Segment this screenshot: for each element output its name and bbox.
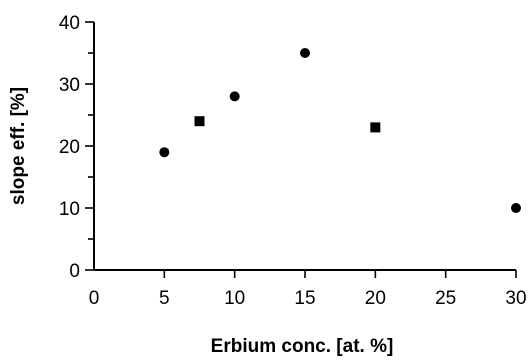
data-point-square	[370, 122, 381, 133]
x-tick-label: 0	[89, 288, 100, 309]
data-point-circle	[300, 48, 310, 58]
x-tick-label: 20	[365, 288, 386, 309]
x-axis-label: Erbium conc. [at. %]	[211, 336, 394, 357]
x-tick-label: 15	[294, 288, 315, 309]
y-tick-label: 40	[59, 13, 80, 34]
data-point-circle	[159, 147, 170, 158]
y-tick-label: 0	[69, 261, 80, 282]
x-tick-label: 30	[505, 288, 526, 309]
x-tick-label: 5	[159, 288, 170, 309]
y-tick-label: 20	[59, 137, 80, 158]
axes	[93, 22, 516, 271]
x-tick-label: 10	[224, 288, 245, 309]
y-tick-label: 10	[59, 199, 80, 220]
data-point-square	[194, 116, 205, 127]
data-point-circle	[229, 91, 240, 102]
y-tick-label: 30	[59, 75, 80, 96]
y-axis-label: slope eff. [%]	[8, 87, 29, 205]
ticks: 0 10 20 30 40 0 5 10 15 20 25 30	[59, 13, 527, 309]
data-point-circle	[511, 203, 521, 213]
x-tick-label: 25	[435, 288, 456, 309]
data-points	[159, 48, 521, 213]
